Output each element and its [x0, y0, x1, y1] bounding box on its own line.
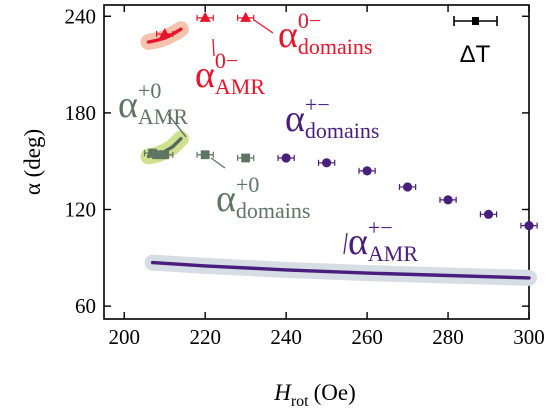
label-0minus-amr: α0− AMR — [195, 48, 265, 99]
delta-t-marker — [472, 17, 479, 25]
delta-t-legend: ΔT — [453, 16, 498, 68]
x-tick-label: 300 — [513, 325, 545, 349]
label-0minus-amr-superscript: 0− — [215, 48, 238, 73]
label-plusminus-domains-symbol: α — [285, 98, 305, 140]
label-plus0-amr-leader — [167, 113, 187, 138]
delta-t-label: ΔT — [460, 41, 491, 68]
y-axis-title: α (deg) — [20, 129, 45, 195]
domains-plusminus-point — [483, 209, 494, 219]
amr-0minus-curve — [146, 27, 183, 44]
label-plusminus-amr: α+− AMR — [348, 215, 418, 266]
label-plus0-amr-subscript: AMR — [138, 104, 188, 129]
x-tick-label: 260 — [351, 325, 383, 349]
label-0minus-domains-superscript: 0− — [298, 8, 321, 33]
label-plusminus-amr-superscript: +− — [368, 215, 393, 240]
label-plusminus-domains-superscript: +− — [305, 92, 330, 117]
domains-0minus-point — [199, 11, 211, 22]
label-plus0-domains-leader — [210, 157, 226, 169]
domains-0minus-point — [159, 27, 171, 38]
domains-plusminus-point — [402, 182, 413, 192]
x-axis-title: Hrot (Oe) — [273, 380, 356, 410]
domains-plus0-point — [160, 150, 170, 160]
label-plusminus-amr-leader — [343, 232, 348, 255]
label-0minus-amr-subscript: AMR — [215, 74, 265, 99]
label-plus0-domains: α+0 domains — [216, 172, 310, 223]
label-plus0-domains-subscript: domains — [236, 198, 311, 223]
label-plus0-amr-symbol: α — [118, 84, 138, 126]
domains-plusminus-point — [524, 221, 534, 231]
label-plus0-domains-symbol: α — [216, 178, 236, 220]
label-plus0-amr-superscript: +0 — [138, 78, 161, 103]
label-plus0-amr: α+0 AMR — [118, 78, 188, 129]
domains-plus0-point — [241, 153, 251, 163]
y-tick-label: 60 — [75, 294, 96, 318]
label-0minus-domains-leader — [253, 19, 274, 34]
domains-plusminus-point — [322, 158, 332, 168]
y-tick-label: 180 — [65, 101, 97, 125]
label-plusminus-amr-symbol: α — [348, 221, 368, 263]
label-0minus-domains-subscript: domains — [298, 34, 373, 59]
label-plusminus-amr-subscript: AMR — [368, 241, 418, 266]
axis-ticks: 200 220 240 260 280 300 60 120 180 240 — [65, 4, 545, 349]
domains-0minus-point — [240, 11, 252, 22]
domains-plusminus-point — [362, 166, 372, 176]
x-tick-label: 200 — [108, 325, 140, 349]
amr-plusminus-curve — [150, 260, 531, 280]
label-0minus-domains-symbol: α — [278, 14, 298, 56]
domains-plusminus-point — [443, 195, 453, 205]
y-tick-label: 120 — [65, 198, 97, 222]
label-0minus-amr-leader — [212, 38, 215, 57]
label-0minus-domains: α0− domains — [278, 8, 372, 59]
x-axis-title-sub: rot — [291, 393, 309, 410]
label-plus0-domains-superscript: +0 — [236, 172, 259, 197]
label-plusminus-domains: α+− domains — [285, 92, 379, 143]
data-points — [143, 11, 538, 231]
x-tick-label: 220 — [189, 325, 221, 349]
domains-plus0-point — [200, 150, 210, 160]
plot-frame — [103, 4, 530, 320]
label-plusminus-domains-subscript: domains — [305, 118, 380, 143]
label-0minus-amr-symbol: α — [195, 54, 215, 96]
y-tick-label: 240 — [65, 4, 97, 28]
x-axis-title-unit: (Oe) — [314, 380, 356, 405]
x-tick-label: 240 — [270, 325, 302, 349]
x-tick-label: 280 — [432, 325, 464, 349]
domains-plusminus-point — [281, 153, 291, 163]
x-axis-title-main: H — [273, 380, 292, 405]
